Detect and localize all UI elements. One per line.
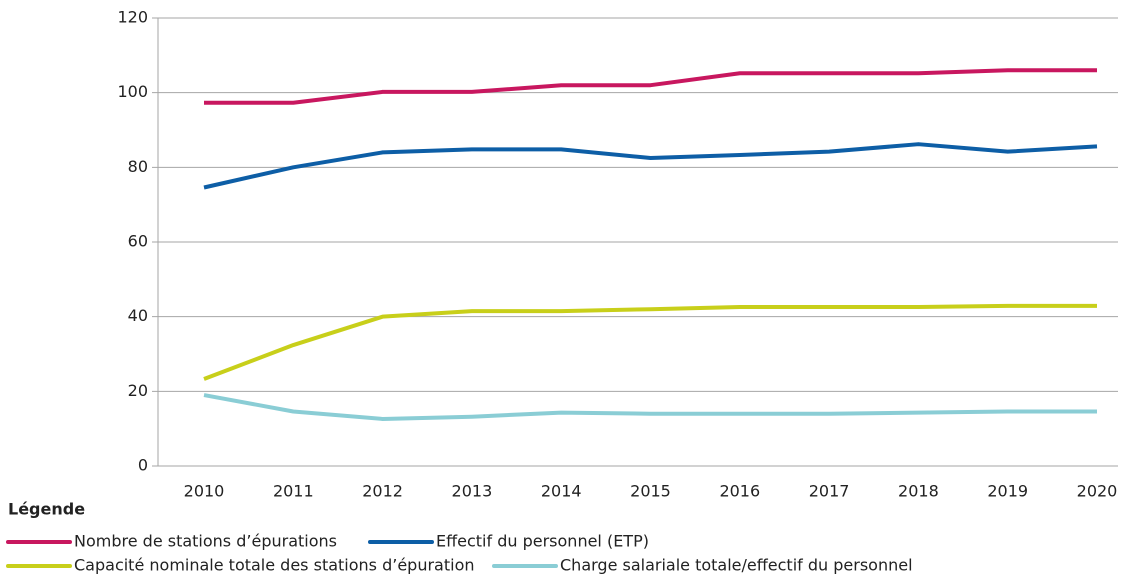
x-tick-label: 2013	[452, 482, 493, 501]
line	[204, 68, 1097, 105]
y-tick-label: 20	[128, 381, 148, 400]
x-tick-label: 2019	[987, 482, 1028, 501]
x-tick-label: 2011	[273, 482, 314, 501]
legend-label: Capacité nominale totale des stations d’…	[74, 556, 475, 575]
line	[203, 142, 1098, 190]
y-tick-label: 120	[117, 8, 148, 27]
y-tick-label: 40	[128, 306, 148, 325]
x-tick-label: 2010	[184, 482, 225, 501]
legend-label: Effectif du personnel (ETP)	[436, 532, 649, 551]
y-tick-label: 0	[138, 456, 148, 475]
x-tick-label: 2015	[630, 482, 671, 501]
x-tick-label: 2020	[1077, 482, 1118, 501]
x-tick-label: 2017	[809, 482, 850, 501]
x-tick-label: 2018	[898, 482, 939, 501]
line	[203, 393, 1097, 421]
x-tick-label: 2012	[362, 482, 403, 501]
y-tick-label: 80	[128, 157, 148, 176]
legend-label: Charge salariale totale/effectif du pers…	[560, 556, 913, 575]
y-tick-label: 60	[128, 232, 148, 251]
y-tick-label: 100	[117, 82, 148, 101]
line	[203, 303, 1097, 381]
x-tick-label: 2014	[541, 482, 582, 501]
x-tick-label: 2016	[719, 482, 760, 501]
legend-title: Légende	[8, 500, 85, 519]
legend-label: Nombre de stations d’épurations	[74, 532, 337, 551]
